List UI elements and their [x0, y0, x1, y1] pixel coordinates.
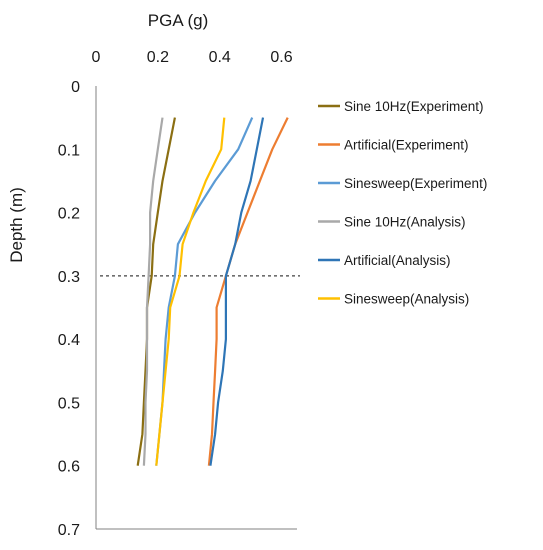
series-line-artificial-analysis	[209, 117, 265, 466]
x-tick-label: 0.6	[270, 49, 292, 66]
series-line-artificial-experiment	[207, 117, 289, 466]
y-tick-label: 0.6	[58, 459, 80, 476]
legend-label: Sinesweep(Analysis)	[344, 292, 469, 307]
x-axis-label: PGA (g)	[148, 11, 208, 30]
legend-label: Sinesweep(Experiment)	[344, 176, 487, 191]
y-tick-label: 0.1	[58, 142, 80, 159]
legend-label: Sine 10Hz(Analysis)	[344, 215, 466, 230]
x-tick-label: 0.4	[209, 49, 231, 66]
series-line-sinesweep-experiment	[155, 117, 254, 466]
y-tick-label: 0	[71, 79, 80, 96]
series-line-sine-10hz-experiment	[136, 117, 176, 466]
legend-label: Sine 10Hz(Experiment)	[344, 99, 484, 114]
legend-label: Artificial(Experiment)	[344, 138, 469, 153]
plot-area: 0 0.2 0.4 0.6 0 0.1 0.2 0.3 0.4 0.5 0.6 0.7	[58, 49, 300, 539]
legend: Sine 10Hz(Experiment) Artificial(Experime…	[318, 99, 487, 307]
y-tick-label: 0.4	[58, 332, 80, 349]
y-tick-label: 0.3	[58, 269, 80, 286]
y-tick-label: 0.5	[58, 395, 80, 412]
y-tick-label: 0.7	[58, 522, 80, 539]
y-tick-label: 0.2	[58, 206, 80, 223]
series-line-sine-10hz-analysis	[142, 117, 164, 466]
x-tick-label: 0.2	[147, 49, 169, 66]
series-line-sinesweep-analysis	[155, 117, 226, 466]
x-tick-label: 0	[92, 49, 101, 66]
legend-label: Artificial(Analysis)	[344, 253, 451, 268]
y-axis-label: Depth (m)	[7, 187, 26, 263]
